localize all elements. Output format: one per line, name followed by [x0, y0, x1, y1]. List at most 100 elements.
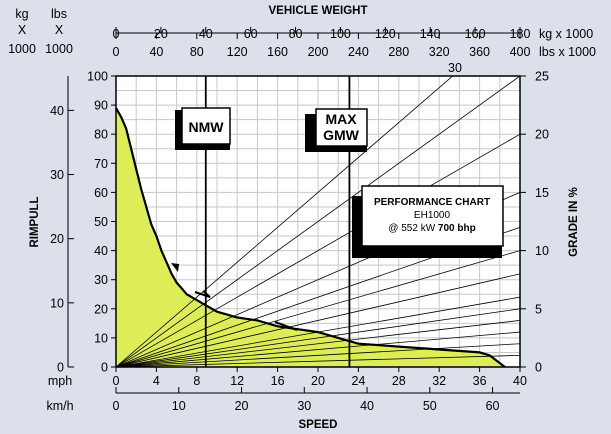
tick-marks: [68, 27, 526, 393]
left-lbs-tick-label: 10: [94, 331, 108, 345]
grade-line: [116, 308, 520, 367]
right-grade-tick-label: 5: [535, 302, 542, 316]
lbs-x1000-suffix: lbs x 1000: [539, 45, 596, 59]
top-lbs-tick-label: 240: [348, 45, 369, 59]
grade-line: [116, 343, 520, 367]
kg-x1000-suffix: kg x 1000: [539, 27, 593, 41]
bottom-kmh-tick-label: 10: [172, 399, 186, 413]
top-kg-tick-label: 160: [465, 27, 486, 41]
bottom-mph-tick-label: 24: [351, 374, 365, 388]
speed-label: SPEED: [299, 419, 338, 431]
bottom-kmh-tick-label: 40: [360, 399, 374, 413]
left-lbs-tick-label: 80: [94, 128, 108, 142]
grade-line: [116, 250, 520, 367]
bottom-mph-tick-label: 16: [271, 374, 285, 388]
top-lbs-tick-label: 120: [227, 45, 248, 59]
curve-arrow: [171, 263, 179, 272]
curve-arrow: [194, 290, 211, 298]
top-kg-tick-label: 40: [199, 27, 213, 41]
top-kg-tick-label: 60: [244, 27, 258, 41]
top-lbs-tick-label: 280: [388, 45, 409, 59]
vehicle-weight-label: VEHICLE WEIGHT: [268, 5, 367, 17]
curve-arrow: [274, 321, 298, 331]
nmw-label: NMW: [189, 119, 225, 135]
right-grade-tick-label: 10: [535, 244, 549, 258]
left-kg-tick-label: 0: [57, 361, 64, 375]
rimpull-fill-area: [116, 108, 505, 367]
info-box-title: PERFORMANCE CHART: [374, 197, 490, 208]
kg-unit-label: kg: [15, 7, 28, 21]
left-lbs-tick-label: 90: [94, 99, 108, 113]
top-lbs-tick-label: 40: [149, 45, 163, 59]
bottom-mph-tick-label: 40: [513, 374, 527, 388]
lbs-1000-label: 1000: [45, 42, 73, 56]
rimpull-curve: [115, 107, 506, 368]
grade-line: [116, 331, 520, 367]
left-lbs-tick-label: 30: [94, 273, 108, 287]
bottom-mph-tick-label: 0: [113, 374, 120, 388]
max-gmw-label-line2: GMW: [323, 127, 360, 143]
bottom-mph-tick-label: 12: [230, 374, 244, 388]
top-kg-tick-label: 180: [510, 27, 531, 41]
grade-lines: [116, 76, 520, 367]
mph-label: mph: [48, 374, 72, 388]
bottom-kmh-tick-label: 20: [235, 399, 249, 413]
max-gmw-label-box: MAX GMW: [305, 108, 368, 152]
kg-1000-label: 1000: [8, 42, 36, 56]
top-kg-tick-label: 100: [330, 27, 351, 41]
left-lbs-tick-label: 100: [87, 70, 108, 84]
top-lbs-tick-label: 80: [190, 45, 204, 59]
top-lbs-tick-label: 400: [510, 45, 531, 59]
top-lbs-tick-label: 160: [267, 45, 288, 59]
bottom-kmh-tick-label: 0: [113, 399, 120, 413]
top-kg-tick-label: 120: [375, 27, 396, 41]
right-grade-tick-label: 0: [535, 361, 542, 375]
bottom-mph-tick-label: 32: [432, 374, 446, 388]
rimpull-label: RIMPULL: [29, 196, 41, 247]
left-lbs-tick-label: 70: [94, 157, 108, 171]
grade-line: [116, 133, 520, 367]
bottom-mph-tick-label: 28: [392, 374, 406, 388]
top-lbs-tick-label: 0: [113, 45, 120, 59]
right-grade-tick-label: 20: [535, 128, 549, 142]
nmw-label-box: NMW: [175, 107, 231, 150]
top-lbs-tick-label: 360: [469, 45, 490, 59]
bottom-mph-tick-label: 4: [153, 374, 160, 388]
bottom-kmh-tick-label: 30: [297, 399, 311, 413]
grade-line: [116, 76, 454, 367]
info-box-power: @ 552 kW 700 bhp: [388, 223, 475, 234]
left-kg-tick-label: 40: [50, 104, 64, 118]
right-grade-tick-label: 25: [535, 70, 549, 84]
bottom-mph-tick-label: 20: [311, 374, 325, 388]
left-kg-tick-label: 20: [50, 232, 64, 246]
right-grade-tick-label: 15: [535, 186, 549, 200]
kmh-label: km/h: [46, 399, 73, 413]
top-kg-tick-label: 140: [420, 27, 441, 41]
top-lbs-tick-label: 200: [308, 45, 329, 59]
info-box: PERFORMANCE CHART EH1000 @ 552 kW 700 bh…: [352, 185, 504, 258]
grade-line: [116, 273, 520, 367]
left-lbs-tick-label: 0: [101, 361, 108, 375]
top-kg-tick-label: 20: [154, 27, 168, 41]
left-kg-tick-label: 10: [50, 296, 64, 310]
lbs-unit-label: lbs: [51, 7, 67, 21]
grade-line: [116, 354, 520, 367]
info-box-model: EH1000: [414, 210, 451, 221]
left-lbs-tick-label: 40: [94, 244, 108, 258]
grade-line: [116, 76, 520, 367]
grade-label: GRADE IN %: [568, 187, 580, 257]
left-lbs-tick-label: 60: [94, 186, 108, 200]
max-gmw-label-line1: MAX: [325, 111, 357, 127]
top-kg-tick-label: 0: [113, 27, 120, 41]
bottom-mph-tick-label: 36: [473, 374, 487, 388]
bottom-kmh-tick-label: 60: [486, 399, 500, 413]
bottom-kmh-tick-label: 50: [423, 399, 437, 413]
top-lbs-tick-label: 320: [429, 45, 450, 59]
top-kg-tick-label: 80: [289, 27, 303, 41]
bottom-mph-tick-label: 8: [193, 374, 200, 388]
left-lbs-tick-label: 20: [94, 302, 108, 316]
left-lbs-tick-label: 50: [94, 215, 108, 229]
grade-30-label: 30: [448, 61, 462, 75]
